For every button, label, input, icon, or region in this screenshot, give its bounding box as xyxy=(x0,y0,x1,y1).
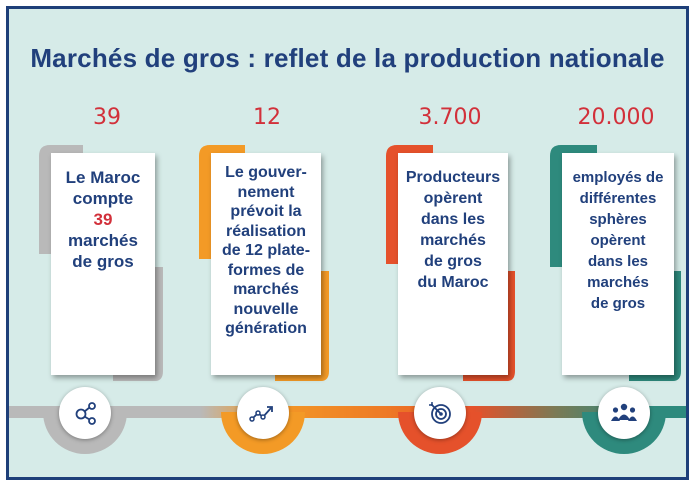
card-line: dans les xyxy=(587,253,649,270)
card-line: de gros xyxy=(72,252,134,271)
card-line: compte xyxy=(72,189,134,208)
card-line: de gros xyxy=(590,295,646,312)
stat-number-4: 20.000 xyxy=(577,105,655,130)
card-line: prévoit la xyxy=(230,203,302,220)
progress-band xyxy=(9,406,686,418)
stat-number-2: 12 xyxy=(253,105,281,130)
stat-card-4-text: employés de différentes sphères opèrent … xyxy=(573,167,664,314)
card-line: employés de xyxy=(572,169,664,186)
bracket-3 xyxy=(386,145,433,264)
stat-number-1: 39 xyxy=(93,105,121,130)
bracket-2 xyxy=(199,145,245,259)
card-line: opèrent xyxy=(590,232,646,249)
stat-card-1-text: Le Maroc compte 39 marchés de gros xyxy=(66,167,141,272)
card-line: nouvelle xyxy=(233,300,299,318)
bracket-1 xyxy=(39,145,83,254)
stat-card-3-text: Producteurs opèrent dans les marchés de … xyxy=(406,167,500,293)
card-line: différentes xyxy=(579,190,657,207)
card-line: Le gouver- xyxy=(225,164,307,181)
bracket-4 xyxy=(550,145,597,267)
card-highlight-number: 39 xyxy=(93,210,113,229)
people-group-icon xyxy=(598,387,650,439)
page-title: Marchés de gros : reflet de la productio… xyxy=(30,43,665,73)
card-line: opèrent xyxy=(423,190,483,207)
trend-line-icon xyxy=(237,387,289,439)
card-line: Producteurs xyxy=(405,169,501,186)
card-line: marchés xyxy=(233,281,299,298)
stat-card-2: Le gouver- nement prévoit la réalisation… xyxy=(211,153,321,375)
card-line: du Maroc xyxy=(417,274,489,291)
card-line: réalisation xyxy=(225,222,307,240)
card-line: sphères xyxy=(589,211,647,228)
card-line: marchés xyxy=(420,232,486,249)
card-line: formes de xyxy=(227,261,305,279)
stat-card-1: Le Maroc compte 39 marchés de gros xyxy=(51,153,155,375)
stat-number-3: 3.700 xyxy=(418,105,482,130)
network-icon xyxy=(59,387,111,439)
stat-card-2-text: Le gouver- nement prévoit la réalisation… xyxy=(222,163,310,339)
stat-card-4: employés de différentes sphères opèrent … xyxy=(562,153,674,375)
card-line: marchés xyxy=(587,274,649,291)
stat-card-3: Producteurs opèrent dans les marchés de … xyxy=(398,153,508,375)
card-line: dans les xyxy=(420,211,486,228)
card-line: génération xyxy=(225,320,307,337)
target-icon xyxy=(414,387,466,439)
card-line: nement xyxy=(237,183,295,201)
card-line: Le Maroc xyxy=(65,168,141,187)
card-line: de gros xyxy=(424,253,482,270)
infographic-frame: Marchés de gros : reflet de la productio… xyxy=(6,6,689,480)
card-line: de 12 plate- xyxy=(221,242,311,259)
card-line: marchés xyxy=(68,231,138,250)
